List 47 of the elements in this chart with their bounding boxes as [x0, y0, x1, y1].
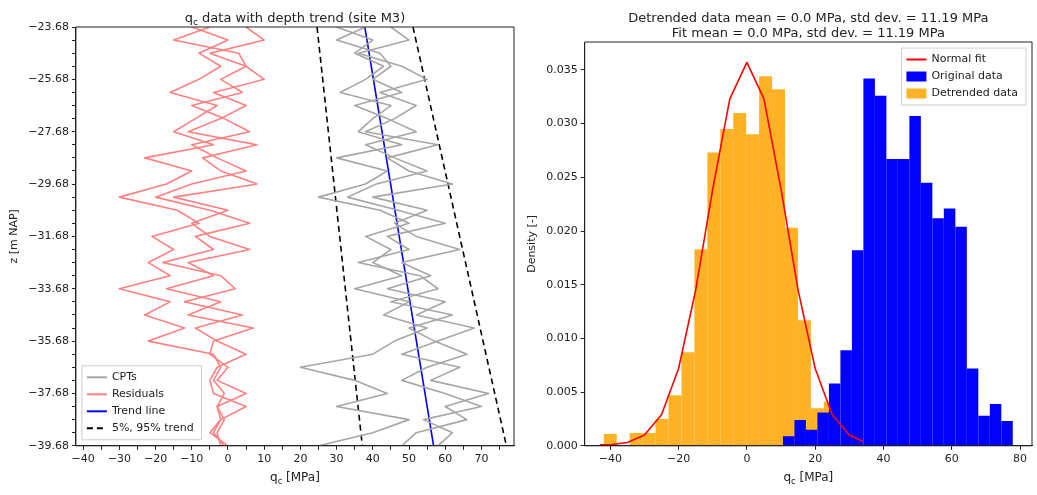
y-tick-label: −29.68 [28, 176, 69, 190]
y-tick-label: 0.020 [546, 223, 578, 237]
y-axis-title: z [m NAP] [7, 209, 21, 264]
y-tick-label: 0.035 [546, 62, 578, 76]
x-tick-label: 40 [876, 452, 891, 466]
chart-subtitle: Fit mean = 0.0 MPa, std dev. = 11.19 MPa [671, 25, 945, 41]
x-tick-label: 20 [808, 452, 823, 466]
x-tick-label: 70 [474, 452, 489, 466]
y-tick-label: −23.68 [28, 19, 69, 33]
x-tick-label: 0 [743, 452, 751, 466]
x-tick-label: −40 [598, 452, 622, 466]
y-tick-label: −35.68 [28, 333, 69, 347]
y-axis-title: Density [-] [525, 214, 539, 273]
legend-label: Original data [931, 69, 1003, 83]
legend-label: Residuals [111, 387, 165, 401]
legend-label: CPTs [111, 370, 138, 384]
y-tick-label: 0.030 [546, 116, 578, 130]
y-tick-label: −37.68 [28, 386, 69, 400]
x-tick-label: 0 [224, 452, 232, 466]
x-tick-label: 10 [257, 452, 272, 466]
y-tick-label: −39.68 [28, 438, 69, 452]
x-tick-label: 60 [438, 452, 453, 466]
y-tick-label: 0.005 [546, 384, 578, 398]
legend-label: Normal fit [931, 52, 987, 66]
y-tick-label: 0.010 [546, 331, 578, 345]
x-tick-label: −30 [107, 452, 131, 466]
y-tick-label: −33.68 [28, 281, 69, 295]
legend-label: 5%, 95% trend [111, 421, 194, 435]
y-tick-label: 0.000 [546, 438, 578, 452]
legend-label: Trend line [110, 404, 166, 418]
x-tick-label: −20 [666, 452, 691, 466]
legend-label: Detrended data [931, 86, 1018, 100]
chart-title: Detrended data mean = 0.0 MPa, std dev. = 11.19 MPa [628, 10, 989, 26]
x-tick-label: −20 [143, 452, 168, 466]
y-tick-label: 0.025 [546, 170, 578, 184]
x-tick-label: −10 [180, 452, 204, 466]
y-tick-label: −27.68 [28, 124, 69, 138]
x-tick-label: 80 [1013, 452, 1028, 466]
x-tick-label: 30 [329, 452, 344, 466]
x-tick-label: 60 [944, 452, 959, 466]
x-tick-label: 50 [402, 452, 416, 466]
y-tick-label: −31.68 [28, 229, 69, 243]
x-tick-label: −40 [71, 452, 95, 466]
x-tick-label: 40 [365, 452, 380, 466]
y-tick-label: −25.68 [28, 72, 69, 86]
x-tick-label: 20 [293, 452, 308, 466]
y-tick-label: 0.015 [546, 277, 578, 291]
